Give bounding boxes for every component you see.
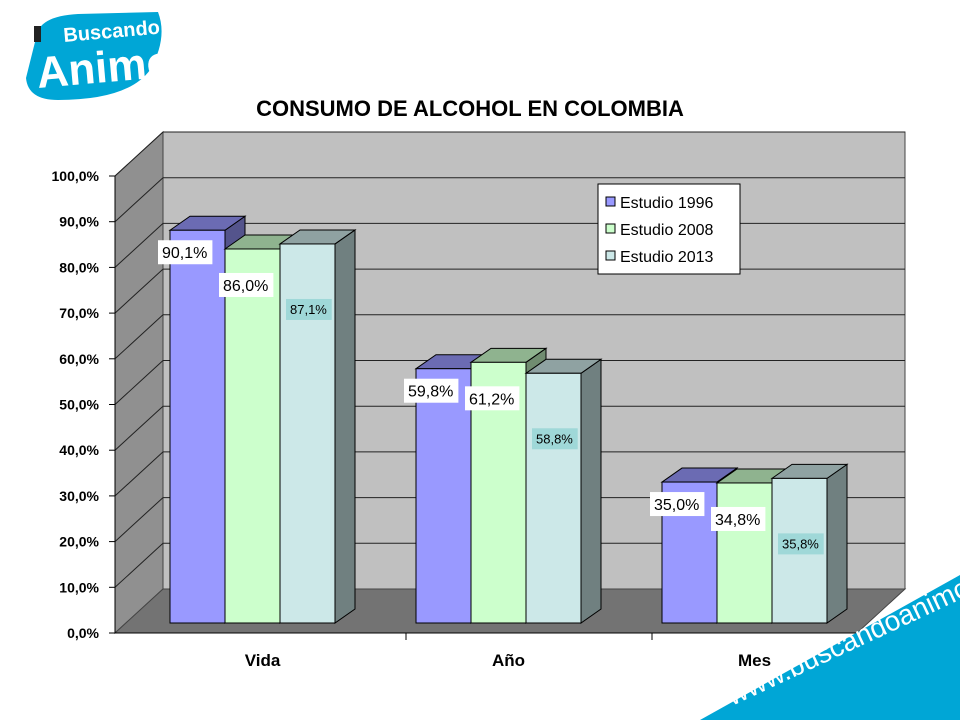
logo-line2: Animo <box>35 37 168 98</box>
data-label: 61,2% <box>469 391 514 408</box>
x-tick-label: Año <box>492 651 525 670</box>
y-tick-label: 70,0% <box>59 305 99 321</box>
x-tick-label: Vida <box>245 651 281 670</box>
data-label: 34,8% <box>715 512 760 529</box>
y-tick-label: 20,0% <box>59 534 99 550</box>
data-label-bg <box>532 428 578 450</box>
legend-entry: Estudio 2008 <box>620 222 714 239</box>
bar <box>415 368 472 624</box>
bar <box>224 248 281 624</box>
data-label: 35,8% <box>782 536 819 551</box>
bar <box>716 482 773 624</box>
y-tick-label: 60,0% <box>59 351 99 367</box>
logo-shape <box>26 12 162 100</box>
y-tick-label: 90,0% <box>59 214 99 230</box>
data-label: 86,0% <box>223 278 268 295</box>
bar-side <box>580 358 602 624</box>
legend: Estudio 1996 Estudio 2008 Estudio 2013 <box>597 183 741 275</box>
legend-box <box>597 183 741 275</box>
logo: Buscando Animo <box>26 12 168 100</box>
data-label-bg <box>465 386 520 411</box>
data-label-bg <box>219 272 274 297</box>
legend-swatch <box>605 196 616 207</box>
data-label-bg <box>650 492 705 517</box>
chart-title: CONSUMO DE ALCOHOL EN COLOMBIA <box>256 96 684 121</box>
y-tick-label: 0,0% <box>67 625 99 641</box>
bar <box>525 372 582 624</box>
data-label-bg <box>778 533 824 555</box>
data-label-bg <box>404 378 459 403</box>
logo-apostrophe <box>34 26 41 42</box>
legend-entry: Estudio 2013 <box>620 249 714 266</box>
legend-swatch <box>605 223 616 234</box>
data-label-bg <box>158 240 213 265</box>
data-label: 90,1% <box>162 245 207 262</box>
gridline-side <box>114 360 164 405</box>
y-tick-label: 40,0% <box>59 442 99 458</box>
gridline-side <box>114 405 164 451</box>
legend-entry: Estudio 1996 <box>620 195 714 212</box>
y-tick-label: 50,0% <box>59 397 99 413</box>
legend-swatch <box>605 250 616 261</box>
bar <box>169 229 226 624</box>
gridline-side <box>114 497 164 542</box>
y-tick-label: 30,0% <box>59 488 99 504</box>
gridline-side <box>114 177 164 223</box>
data-label-bg <box>286 298 332 320</box>
bar-side <box>826 463 848 624</box>
gridline-side <box>114 131 164 177</box>
data-label-bg <box>711 506 766 531</box>
bar-side <box>334 228 356 624</box>
y-tick-label: 10,0% <box>59 579 99 595</box>
data-label: 59,8% <box>408 384 453 401</box>
gridline-side <box>114 223 164 268</box>
gridline-side <box>114 314 164 360</box>
gridline-side <box>114 268 164 314</box>
data-label: 87,1% <box>290 302 327 317</box>
y-tick-label: 80,0% <box>59 259 99 275</box>
data-label: 58,8% <box>536 431 573 446</box>
gridline-side <box>114 451 164 497</box>
data-label: 35,0% <box>654 497 699 514</box>
x-tick-label: Mes <box>738 651 771 670</box>
gridline-side <box>114 542 164 588</box>
y-tick-label: 100,0% <box>52 168 100 184</box>
